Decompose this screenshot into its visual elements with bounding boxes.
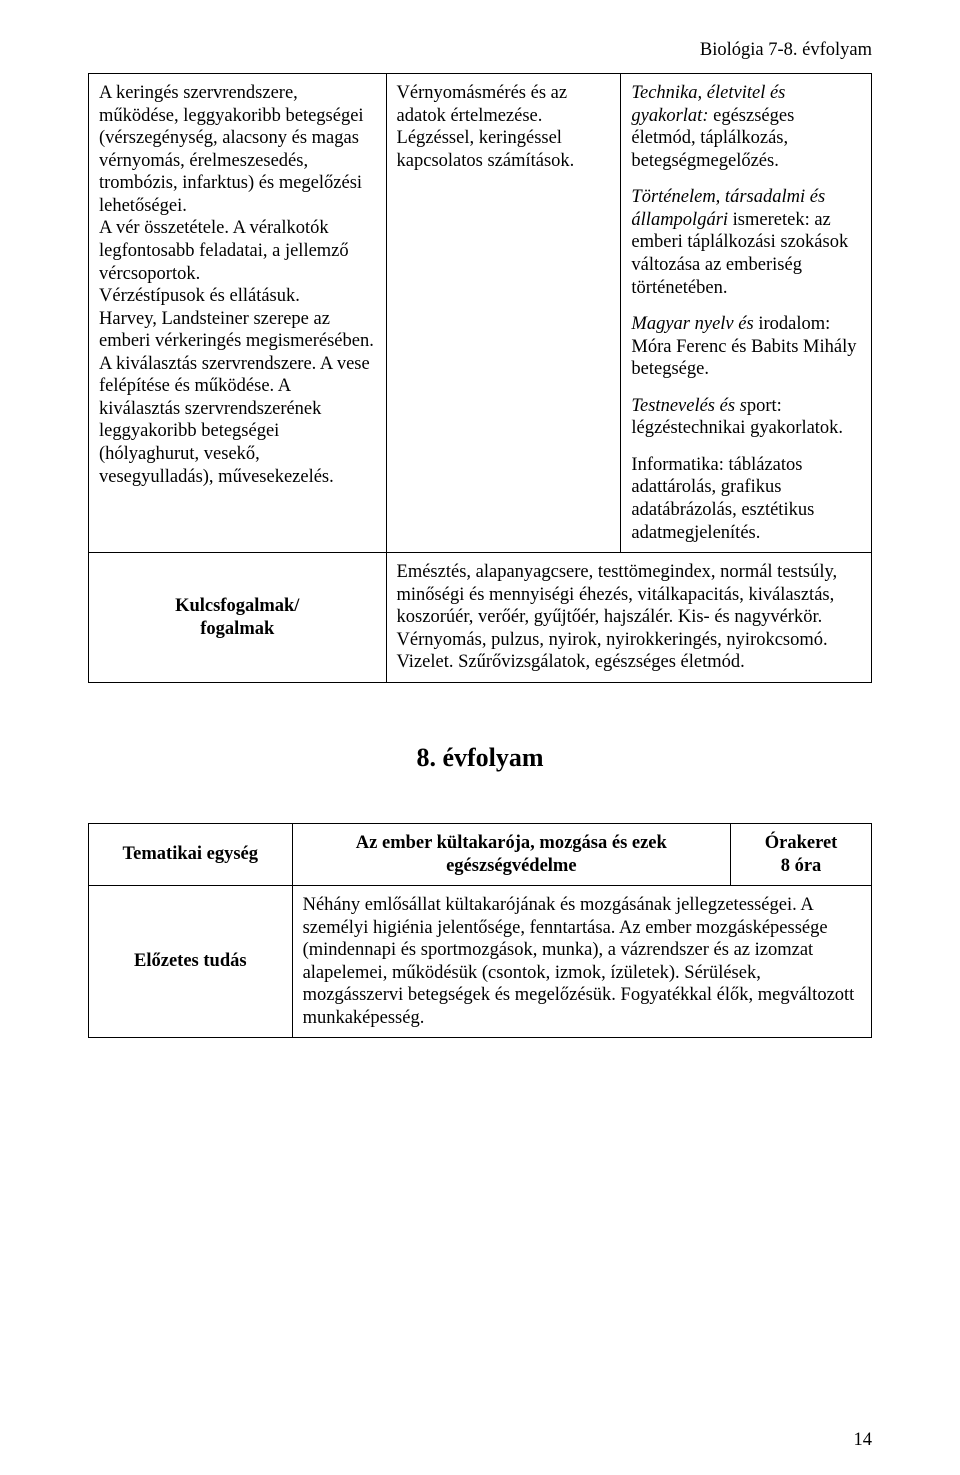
italic-span: Testnevelés és s bbox=[631, 396, 746, 416]
kulcs-text-cell: Emésztés, alapanyagcsere, testtömegindex… bbox=[386, 553, 871, 683]
section-title: 8. évfolyam bbox=[88, 743, 872, 773]
elozetes-label: Előzetes tudás bbox=[89, 886, 293, 1038]
page-container: Biológia 7-8. évfolyam A keringés szervr… bbox=[0, 0, 960, 1475]
orakeret-line2: 8 óra bbox=[781, 856, 822, 876]
tematikai-label: Tematikai egység bbox=[89, 823, 293, 885]
cell-col-c: Technika, életvitel és gyakorlat: egészs… bbox=[621, 74, 872, 553]
italic-span: Magyar nyelv és bbox=[631, 314, 758, 334]
kulcs-label-line1: Kulcsfogalmak/ bbox=[175, 596, 299, 616]
course-header: Biológia 7-8. évfolyam bbox=[88, 40, 872, 61]
table-row: Tematikai egység Az ember kültakarója, m… bbox=[89, 823, 872, 885]
elozetes-text: Néhány emlősállat kültakarójának és mozg… bbox=[303, 895, 855, 1028]
orakeret-line1: Órakeret bbox=[765, 833, 838, 853]
cross-ref-para: Testnevelés és sport: légzéstechnikai gy… bbox=[631, 395, 861, 440]
col-a-text: A keringés szervrendszere, működése, leg… bbox=[99, 83, 374, 487]
cross-ref-para: Történelem, társadalmi és állampolgári i… bbox=[631, 186, 861, 299]
kulcs-label-line2: fogalmak bbox=[200, 619, 274, 639]
cross-ref-para: Magyar nyelv és irodalom: Móra Ferenc és… bbox=[631, 313, 861, 381]
table-row: Kulcsfogalmak/ fogalmak Emésztés, alapan… bbox=[89, 553, 872, 683]
cell-col-b: Vérnyomásmérés és az adatok értelmezése.… bbox=[386, 74, 621, 553]
kulcs-text: Emésztés, alapanyagcsere, testtömegindex… bbox=[397, 562, 838, 672]
table-row: Előzetes tudás Néhány emlősállat kültaka… bbox=[89, 886, 872, 1038]
tematikai-title-line1: Az ember kültakarója, mozgása és ezek bbox=[356, 833, 667, 853]
elozetes-text-cell: Néhány emlősállat kültakarójának és mozg… bbox=[292, 886, 871, 1038]
tematikai-title-cell: Az ember kültakarója, mozgása és ezek eg… bbox=[292, 823, 730, 885]
cell-col-a: A keringés szervrendszere, működése, leg… bbox=[89, 74, 387, 553]
cross-ref-para: Informatika: táblázatos adattárolás, gra… bbox=[631, 454, 861, 544]
tematikai-title-line2: egészségvédelme bbox=[446, 856, 576, 876]
kulcs-label-cell: Kulcsfogalmak/ fogalmak bbox=[89, 553, 387, 683]
content-table-2: Tematikai egység Az ember kültakarója, m… bbox=[88, 823, 872, 1039]
orakeret-cell: Órakeret 8 óra bbox=[731, 823, 872, 885]
p5-span: Informatika: táblázatos adattárolás, gra… bbox=[631, 455, 814, 543]
cross-ref-para: Technika, életvitel és gyakorlat: egészs… bbox=[631, 82, 861, 172]
page-number: 14 bbox=[854, 1430, 873, 1451]
table-row: A keringés szervrendszere, működése, leg… bbox=[89, 74, 872, 553]
content-table-1: A keringés szervrendszere, működése, leg… bbox=[88, 73, 872, 683]
col-b-text: Vérnyomásmérés és az adatok értelmezése.… bbox=[397, 83, 575, 171]
